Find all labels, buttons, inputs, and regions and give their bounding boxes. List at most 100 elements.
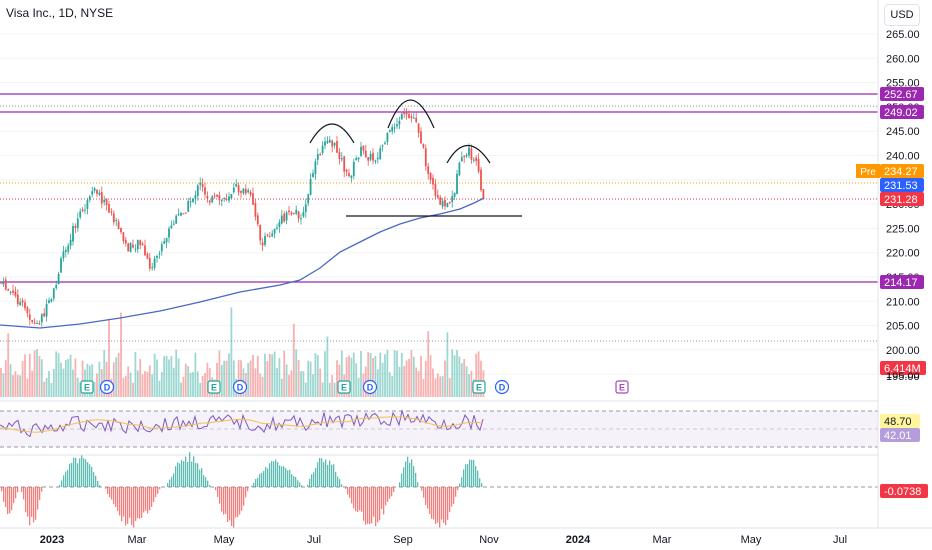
candle-body xyxy=(247,190,250,193)
volume-bar xyxy=(280,378,283,397)
rsi-badge-bg xyxy=(880,428,920,442)
dividend-marker xyxy=(494,379,510,395)
macd-bar xyxy=(329,460,331,487)
candle-body xyxy=(208,200,211,203)
candle-body xyxy=(12,290,14,293)
candle-body xyxy=(225,198,228,200)
macd-bar xyxy=(237,487,239,517)
time-axis[interactable]: 2023 Mar May Jul Sep Nov 2024 Mar May Jul xyxy=(0,527,932,550)
macd-bar xyxy=(11,487,13,511)
candle-body xyxy=(168,228,170,238)
macd-bar xyxy=(131,487,133,525)
volume-bar xyxy=(307,360,310,397)
currency-button[interactable]: USD xyxy=(884,4,920,26)
candle-body xyxy=(463,156,466,158)
volume-bar xyxy=(367,352,370,397)
macd-bar xyxy=(85,459,87,487)
earnings-marker xyxy=(207,380,221,394)
volume-bar xyxy=(177,358,180,397)
candle-body xyxy=(19,302,22,306)
volume-bar xyxy=(216,362,218,397)
dividend-marker xyxy=(362,379,378,395)
macd-bar xyxy=(369,487,371,525)
macd-bar xyxy=(439,487,441,528)
macd-bar xyxy=(193,456,195,487)
macd-bar xyxy=(357,487,359,513)
candle-body xyxy=(124,240,127,244)
candle-body xyxy=(482,189,485,200)
candle-body xyxy=(384,142,386,144)
volume-bar xyxy=(170,355,173,397)
macd-bar xyxy=(59,485,61,487)
macd-bar xyxy=(91,466,93,487)
candle-body xyxy=(420,131,422,144)
price-axis[interactable]: 265.00260.00255.00250.00245.00240.00235.… xyxy=(877,0,932,528)
macd-bar xyxy=(247,487,249,492)
volume-bar xyxy=(199,382,202,397)
macd-bar xyxy=(451,487,453,507)
macd-bar xyxy=(415,472,417,487)
macd-bar xyxy=(133,487,135,531)
macd-bar xyxy=(445,487,447,526)
head-shoulders-drawing[interactable] xyxy=(309,99,522,217)
macd-bar xyxy=(231,487,233,526)
macd-bar xyxy=(181,459,183,487)
macd-bar xyxy=(9,487,11,514)
candle-body xyxy=(228,196,230,201)
volume-bar xyxy=(463,358,466,397)
time-axis-label: Jul xyxy=(307,534,321,546)
volume-bar xyxy=(158,380,161,397)
macd-bar xyxy=(171,476,173,487)
event-marker-label: E xyxy=(476,383,482,393)
candle-body xyxy=(28,314,31,320)
macd-bar xyxy=(141,487,143,518)
volume-bar xyxy=(391,376,394,397)
rsi-band xyxy=(0,411,878,447)
candle-body xyxy=(475,157,478,161)
candle-body xyxy=(412,117,415,119)
macd-bar xyxy=(125,487,127,526)
volume-bar xyxy=(172,367,175,397)
macd-bar xyxy=(317,462,319,487)
macd-bar xyxy=(155,487,157,498)
macd-bar xyxy=(17,487,19,493)
candle-body xyxy=(400,113,403,120)
volume-bar xyxy=(357,377,360,397)
macd-bar xyxy=(265,466,267,487)
volume-bar xyxy=(31,370,34,397)
macd-bar xyxy=(385,487,387,506)
left-shoulder-arc xyxy=(309,123,355,144)
macd-bar xyxy=(203,475,205,487)
candle-body xyxy=(213,195,216,197)
volume-bar xyxy=(480,360,482,397)
candle-body xyxy=(307,194,310,204)
volume-bar xyxy=(295,349,298,397)
macd-bar xyxy=(93,472,95,487)
candle-body xyxy=(259,224,262,241)
macd-bar xyxy=(255,479,257,487)
macd-bar xyxy=(477,470,479,487)
macd-bar xyxy=(21,487,23,492)
macd-bar xyxy=(139,487,141,519)
macd-bar xyxy=(389,487,391,499)
candle-body xyxy=(324,141,326,146)
volume-bar xyxy=(237,359,240,397)
candle-body xyxy=(302,212,305,217)
macd-bar xyxy=(465,464,467,487)
volume-bar xyxy=(278,358,281,397)
candle-body xyxy=(456,173,458,194)
candle-body xyxy=(62,251,65,259)
head-arc xyxy=(387,99,435,129)
macd-bar xyxy=(333,464,335,487)
volume-bar xyxy=(204,372,206,397)
volume-bar xyxy=(309,361,312,397)
candle-body xyxy=(144,245,146,256)
macd-bar xyxy=(381,487,383,509)
candle-body xyxy=(45,303,48,317)
price-tick-label: 220.00 xyxy=(886,248,920,260)
volume-bar xyxy=(441,375,444,397)
macd-bar xyxy=(363,487,365,521)
macd-bar xyxy=(147,487,149,514)
